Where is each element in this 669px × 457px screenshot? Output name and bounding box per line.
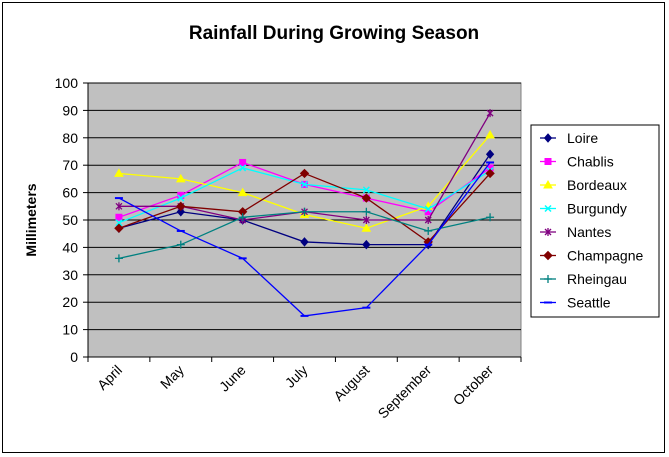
legend-label: Bordeaux [567, 177, 627, 193]
data-point [543, 250, 553, 261]
data-point [115, 219, 123, 227]
data-point [176, 207, 185, 217]
data-point [239, 158, 247, 166]
data-point [114, 254, 123, 263]
data-point [544, 158, 552, 165]
data-point [115, 213, 123, 221]
legend-item: Champagne [540, 248, 643, 264]
x-tick-label: April [94, 362, 125, 393]
y-tick-label: 90 [62, 102, 78, 118]
legend-label: Chablis [567, 154, 614, 170]
x-tick-label: June [216, 362, 249, 395]
marker-stroke [300, 180, 309, 188]
data-point [362, 207, 371, 216]
marker-stroke [239, 164, 247, 172]
marker-stroke [177, 194, 185, 202]
y-tick-label: 50 [62, 212, 78, 228]
data-point [544, 275, 552, 283]
legend-label: Rheingau [567, 271, 627, 287]
legend-label: Champagne [567, 248, 643, 264]
data-point [362, 239, 371, 250]
legend-label: Burgundy [567, 201, 627, 217]
y-axis-label: Millimeters [23, 183, 39, 256]
legend-item: Seattle [540, 295, 611, 311]
data-point [362, 186, 370, 194]
marker-stroke [424, 205, 432, 213]
y-tick-label: 70 [62, 157, 78, 173]
data-point [300, 180, 309, 188]
series-rheingau [114, 207, 495, 263]
data-point [300, 207, 309, 216]
marker-stroke [362, 186, 370, 194]
y-tick-label: 30 [62, 267, 78, 283]
legend [530, 124, 660, 318]
data-point [176, 201, 186, 212]
y-tick-label: 100 [55, 75, 79, 91]
data-point [299, 168, 310, 179]
data-point [361, 193, 372, 203]
legend-label: Loire [567, 130, 598, 146]
data-point [361, 223, 372, 232]
x-tick-label: August [330, 362, 372, 404]
legend-item: Burgundy [540, 201, 627, 217]
legend-item: Nantes [540, 224, 611, 240]
y-tick-label: 40 [62, 239, 78, 255]
data-point [362, 216, 370, 224]
data-point [115, 202, 123, 211]
data-point [424, 216, 432, 224]
legend-item: Rheingau [540, 271, 627, 287]
x-tick-label: May [157, 362, 187, 392]
data-point [175, 173, 186, 183]
data-point [543, 179, 553, 189]
data-point [238, 213, 247, 222]
data-point [177, 194, 185, 202]
y-tick-label: 10 [62, 322, 78, 338]
data-point [544, 228, 552, 236]
x-tick-label: July [282, 362, 311, 391]
data-point [424, 205, 432, 213]
data-point [300, 237, 309, 247]
y-tick-label: 80 [62, 130, 78, 146]
marker-stroke [115, 219, 123, 227]
data-point [485, 130, 495, 139]
data-point [176, 240, 185, 249]
data-point [544, 204, 552, 213]
legend-item: Chablis [540, 154, 614, 170]
legend-entries: Loire Chablis Bordeaux Burgundy Nantes Champa… [540, 130, 643, 311]
x-tick-label: October [450, 362, 497, 409]
data-point [424, 226, 433, 235]
legend-label: Seattle [567, 295, 611, 311]
y-tick-label: 60 [62, 185, 78, 201]
x-tick-label: September [375, 362, 435, 422]
series-lines [114, 109, 495, 317]
data-point [485, 149, 495, 159]
y-tick-label: 0 [70, 349, 78, 365]
data-point [486, 213, 495, 222]
legend-item: Bordeaux [540, 177, 627, 193]
y-tick-label: 20 [62, 294, 78, 310]
data-point [239, 164, 247, 172]
marker-stroke [544, 204, 552, 213]
data-point [114, 223, 124, 233]
data-point [237, 187, 248, 197]
legend-item: Loire [540, 130, 598, 146]
data-point [543, 133, 553, 143]
series-seattle [114, 161, 495, 317]
data-point [114, 168, 124, 177]
legend-label: Nantes [567, 224, 611, 240]
data-point [485, 168, 495, 179]
data-point [486, 109, 494, 118]
chart-title: Rainfall During Growing Season [189, 23, 479, 44]
